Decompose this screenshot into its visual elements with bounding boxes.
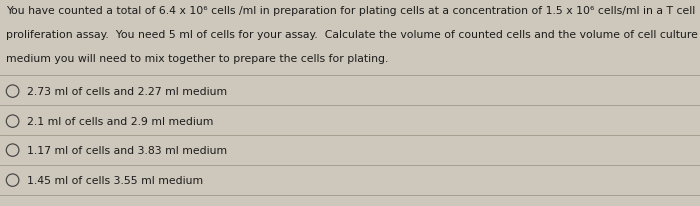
Text: 2.73 ml of cells and 2.27 ml medium: 2.73 ml of cells and 2.27 ml medium xyxy=(27,87,227,97)
Text: You have counted a total of 6.4 x 10⁶ cells /ml in preparation for plating cells: You have counted a total of 6.4 x 10⁶ ce… xyxy=(6,6,695,16)
Text: 2.1 ml of cells and 2.9 ml medium: 2.1 ml of cells and 2.9 ml medium xyxy=(27,117,213,126)
Text: proliferation assay.  You need 5 ml of cells for your assay.  Calculate the volu: proliferation assay. You need 5 ml of ce… xyxy=(6,30,697,40)
Text: 1.17 ml of cells and 3.83 ml medium: 1.17 ml of cells and 3.83 ml medium xyxy=(27,145,227,155)
Text: 1.45 ml of cells 3.55 ml medium: 1.45 ml of cells 3.55 ml medium xyxy=(27,175,203,185)
Text: medium you will need to mix together to prepare the cells for plating.: medium you will need to mix together to … xyxy=(6,54,388,63)
